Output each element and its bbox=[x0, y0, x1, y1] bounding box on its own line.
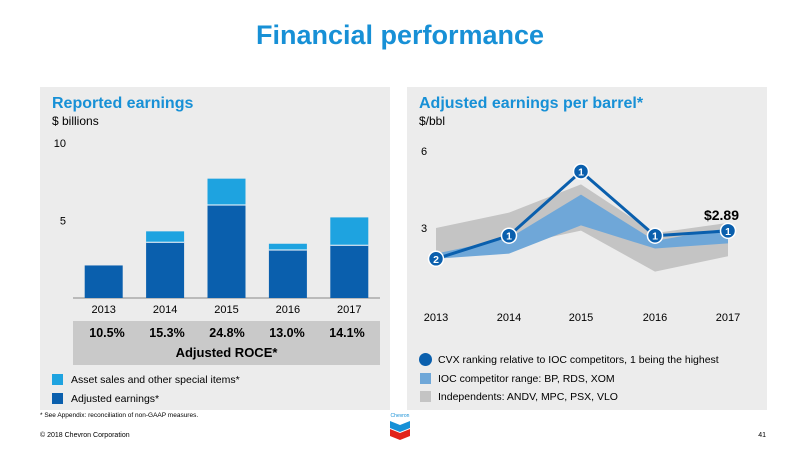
earnings-per-barrel-title: Adjusted earnings per barrel* bbox=[419, 95, 644, 112]
footnote: * See Appendix: reconciliation of non-GA… bbox=[40, 412, 199, 419]
line-x-tick-label: 2017 bbox=[716, 312, 740, 324]
bar-adjusted-earnings bbox=[207, 205, 246, 298]
bar-y-tick-label: 10 bbox=[54, 138, 66, 150]
independents-band bbox=[436, 184, 728, 272]
legend-label-asset-sales: Asset sales and other special items* bbox=[71, 374, 240, 386]
legend-swatch-cvx-ranking bbox=[419, 353, 432, 366]
roce-box: 10.5% 15.3% 24.8% 13.0% 14.1% Adjusted R… bbox=[73, 321, 380, 365]
bar-special-items bbox=[330, 217, 369, 246]
roce-value-2016: 13.0% bbox=[269, 326, 305, 340]
bar-y-tick-label: 5 bbox=[60, 216, 66, 228]
line-x-tick-label: 2014 bbox=[497, 312, 521, 324]
cvx-rank-marker bbox=[646, 227, 664, 244]
roce-value-2013: 10.5% bbox=[89, 326, 125, 340]
roce-value-2017: 14.1% bbox=[329, 326, 365, 340]
bar-adjusted-earnings bbox=[268, 249, 307, 298]
cvx-rank-marker bbox=[572, 163, 590, 180]
cvx-rank-label: 1 bbox=[578, 167, 584, 179]
bar-adjusted-earnings bbox=[146, 242, 185, 298]
reported-earnings-chart: 5 10 2013 2014 2015 2016 2017 bbox=[54, 138, 380, 316]
chevron-logo-text: Chevron bbox=[390, 413, 410, 419]
cvx-rank-label: 1 bbox=[506, 231, 512, 243]
roce-value-2014: 15.3% bbox=[149, 326, 185, 340]
chevron-logo-icon bbox=[390, 421, 410, 440]
bar-x-tick-label: 2013 bbox=[91, 304, 115, 316]
bar-x-tick-label: 2017 bbox=[337, 304, 361, 316]
reported-earnings-unit: $ billions bbox=[52, 114, 99, 128]
line-x-tick-label: 2015 bbox=[569, 312, 593, 324]
legend-label-adjusted-earnings: Adjusted earnings* bbox=[71, 393, 160, 405]
bar-special-items bbox=[268, 243, 307, 250]
bar-x-tick-label: 2015 bbox=[214, 304, 238, 316]
bar-special-items bbox=[146, 231, 185, 243]
cvx-2017-value-callout: $2.89 bbox=[704, 207, 739, 223]
line-y-tick-label: 3 bbox=[421, 223, 427, 235]
copyright: © 2018 Chevron Corporation bbox=[40, 432, 130, 439]
roce-value-2015: 24.8% bbox=[209, 326, 245, 340]
legend-swatch-asset-sales bbox=[52, 374, 63, 385]
bar-special-items bbox=[207, 178, 246, 205]
reported-earnings-title: Reported earnings bbox=[52, 95, 194, 112]
bar-x-tick-label: 2014 bbox=[153, 304, 177, 316]
line-x-tick-label: 2016 bbox=[643, 312, 667, 324]
slide-title: Financial performance bbox=[255, 20, 545, 50]
roce-caption: Adjusted ROCE* bbox=[175, 345, 278, 360]
cvx-rank-marker bbox=[719, 222, 737, 240]
earnings-per-barrel-panel: Adjusted earnings per barrel* $/bbl 3 6 2 1… bbox=[407, 87, 767, 410]
earnings-per-barrel-unit: $/bbl bbox=[419, 114, 446, 128]
chevron-logo: Chevron bbox=[384, 413, 416, 443]
cvx-rank-label: 1 bbox=[652, 231, 658, 243]
legend-label-independents: Independents: ANDV, MPC, PSX, VLO bbox=[438, 391, 618, 403]
bar-adjusted-earnings bbox=[330, 245, 369, 298]
legend-swatch-independents bbox=[420, 391, 431, 402]
legend-swatch-ioc-range bbox=[420, 373, 431, 384]
earnings-per-barrel-chart: 3 6 2 1 1 1 1 $2.89 2013 2014 2015 2016 2017 bbox=[421, 146, 740, 324]
bar-x-tick-label: 2016 bbox=[276, 304, 300, 316]
page-number: 41 bbox=[758, 432, 766, 439]
cvx-rank-label: 2 bbox=[433, 254, 439, 266]
cvx-rank-label: 1 bbox=[725, 226, 731, 238]
reported-earnings-panel: Reported earnings $ billions 5 10 2013 2014… bbox=[40, 87, 390, 410]
cvx-rank-marker bbox=[500, 227, 518, 244]
bar-adjusted-earnings bbox=[84, 265, 123, 298]
legend-label-ioc-range: IOC competitor range: BP, RDS, XOM bbox=[438, 373, 615, 385]
legend-label-cvx-ranking: CVX ranking relative to IOC competitors,… bbox=[438, 354, 719, 366]
cvx-rank-marker bbox=[427, 250, 445, 268]
line-x-tick-label: 2013 bbox=[424, 312, 448, 324]
legend-swatch-adjusted-earnings bbox=[52, 393, 63, 404]
line-y-tick-label: 6 bbox=[421, 146, 427, 158]
